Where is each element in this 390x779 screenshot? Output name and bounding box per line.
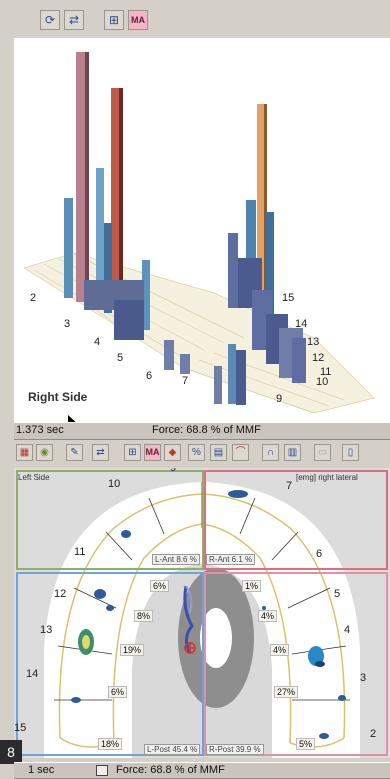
status-bar-bottom: 1 sec Force: 68.8 % of MMF: [14, 762, 390, 779]
tooth-percent: 27%: [274, 686, 299, 698]
cursor-arrow-icon: [68, 415, 76, 422]
trace-icon[interactable]: ⌒: [232, 444, 249, 461]
tooth-number: 9: [170, 468, 177, 474]
force-bar: [180, 354, 190, 374]
tooth-percent: 4%: [258, 610, 278, 622]
force-bar: [64, 198, 73, 298]
tooth-percent: 8%: [134, 610, 154, 622]
mode-label: [emg] right lateral: [296, 473, 358, 482]
quadrant-left-anterior[interactable]: [16, 470, 204, 570]
force-bar: [114, 300, 144, 340]
analysis-toolbar: ▦ ◉ ✎ ⇄ ⊞ MA ◆ % ▤ ⌒ ∩ ▥ ▭ ▯: [0, 440, 390, 466]
tooth-number: 5: [334, 588, 341, 600]
tooth-number: 13: [40, 624, 53, 636]
tooth-percent: 1%: [242, 580, 262, 592]
tooth-number: 7: [286, 480, 293, 492]
l-ant-label: L-Ant 8.6 %: [152, 554, 200, 565]
l-post-label: L-Post 45.4 %: [144, 744, 201, 755]
tooth-number: 12: [312, 352, 325, 364]
elapsed-time: 1.373 sec: [16, 424, 64, 436]
top-toolbar: ⟳ ⇄ ⊞ MA: [0, 0, 390, 38]
bracket-icon[interactable]: ⊞: [104, 10, 124, 30]
ma-button[interactable]: MA: [144, 444, 161, 461]
figure-badge: 8: [0, 740, 22, 764]
edit-icon[interactable]: ✎: [66, 444, 83, 461]
force-bar: [246, 200, 256, 300]
force-bar: [142, 260, 150, 330]
force-bar: [164, 340, 174, 370]
arch-icon[interactable]: ∩: [262, 444, 279, 461]
force-readout: Force: 68.8 % of MMF: [116, 764, 225, 776]
tooth-number: 10: [316, 376, 329, 388]
tooth-percent: 6%: [150, 580, 170, 592]
force-readout: Force: 68.8 % of MMF: [152, 424, 261, 436]
swap-icon[interactable]: ⇄: [64, 10, 84, 30]
force-bar: [76, 52, 85, 302]
force-bar: [292, 338, 306, 383]
r-ant-label: R-Ant 6.1 %: [206, 554, 256, 565]
tooth-number: 2: [370, 728, 377, 740]
tooth-percent: 5%: [296, 738, 316, 750]
grid-icon[interactable]: ▤: [210, 444, 227, 461]
force-bar: [228, 344, 236, 404]
tooth-number: 15: [282, 292, 295, 304]
center-of-force-icon[interactable]: ◆: [164, 444, 181, 461]
tooth-number: 10: [108, 478, 121, 490]
2d-arch-view: Left Side [emg] right lateral L-Ant 8.6 …: [14, 468, 390, 758]
left-side-label: Left Side: [18, 473, 50, 482]
tooth-percent: 19%: [120, 644, 145, 656]
refresh-icon[interactable]: ⟳: [40, 10, 60, 30]
tooth-number: 7: [182, 375, 189, 387]
tooth-percent: 6%: [108, 686, 128, 698]
tooth-number: 14: [295, 318, 308, 330]
3d-force-bars: [23, 52, 375, 414]
tooth-number: 11: [320, 366, 332, 378]
3d-bite-view: 2 3 4 5 6 7 15 14 13 12 11 10 9 Right Si…: [14, 38, 390, 422]
tooth-percent: 4%: [270, 644, 290, 656]
force-bar: [236, 350, 246, 405]
force-bar: [257, 104, 264, 294]
tooth-number: 2: [30, 292, 37, 304]
notebook-icon[interactable]: ▯: [342, 444, 359, 461]
tooth-number: 9: [276, 393, 283, 405]
tooth-number: 13: [307, 336, 320, 348]
tooth-percent: 18%: [98, 738, 123, 750]
ma-button[interactable]: MA: [128, 10, 148, 30]
quadrant-right-anterior[interactable]: [204, 470, 388, 570]
force-bar: [228, 233, 238, 308]
color-map-icon[interactable]: ▦: [16, 444, 33, 461]
status-bar: 1.373 sec Force: 68.8 % of MMF: [14, 422, 390, 440]
elapsed-time: 1 sec: [28, 764, 55, 776]
quadrant-right-posterior[interactable]: [204, 572, 388, 756]
tooth-number: 4: [94, 336, 101, 348]
save-icon[interactable]: ▭: [314, 444, 331, 461]
tooth-number: 11: [74, 546, 86, 558]
force-bar: [96, 168, 104, 298]
force-bar: [214, 366, 222, 404]
tooth-number: 12: [54, 588, 67, 600]
bracket-icon[interactable]: ⊞: [124, 444, 141, 461]
side-label: Right Side: [28, 390, 88, 404]
tooth-number: 4: [344, 624, 351, 636]
tooth-number: 3: [64, 318, 71, 330]
tooth-number: 3: [360, 672, 367, 684]
tooth-number: 6: [146, 370, 153, 382]
target-icon[interactable]: ◉: [36, 444, 53, 461]
tooth-number: 5: [117, 352, 124, 364]
percent-button[interactable]: %: [188, 444, 205, 461]
r-post-label: R-Post 39.9 %: [206, 744, 264, 755]
quadrant-left-posterior[interactable]: [16, 572, 204, 756]
swap-icon[interactable]: ⇄: [92, 444, 109, 461]
tooth-number: 14: [26, 668, 39, 680]
force-bar: [266, 212, 274, 342]
force-bar: [104, 223, 112, 313]
tooth-number: 15: [14, 722, 27, 734]
checkbox-icon[interactable]: [96, 765, 108, 776]
chart-icon[interactable]: ▥: [284, 444, 301, 461]
force-bar: [111, 88, 119, 308]
tooth-number: 6: [316, 548, 323, 560]
